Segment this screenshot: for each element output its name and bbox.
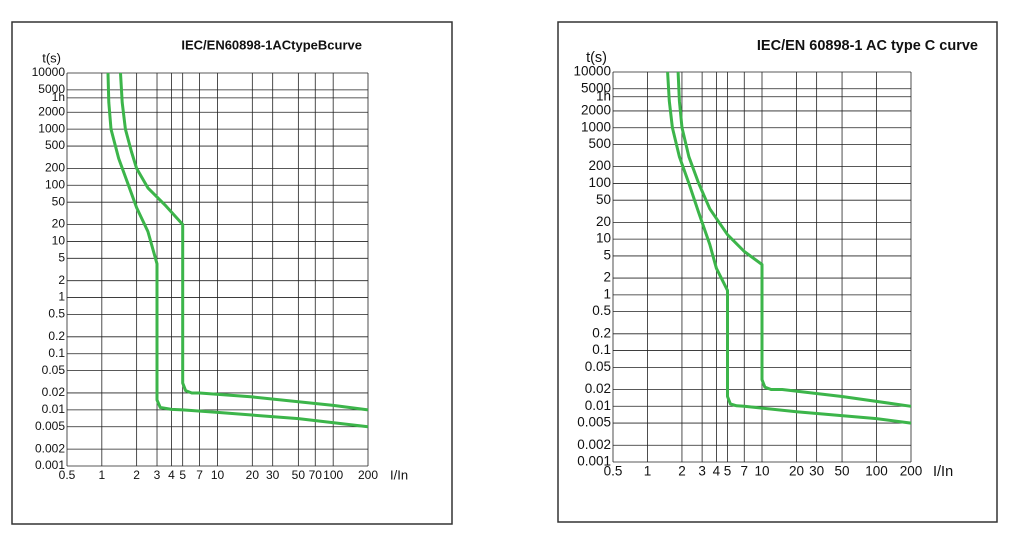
y-tick-label: 50 bbox=[52, 194, 66, 208]
x-tick-label: 4 bbox=[713, 464, 721, 479]
y-tick-label: 2000 bbox=[38, 104, 65, 118]
y-tick-label: 0.2 bbox=[48, 329, 65, 343]
y-tick-label: 500 bbox=[588, 136, 611, 151]
y-tick-label: 1000 bbox=[38, 121, 65, 135]
x-axis-label: I/In bbox=[390, 467, 408, 482]
y-tick-label: 0.005 bbox=[35, 419, 65, 433]
x-tick-label: 50 bbox=[835, 464, 850, 479]
y-tick-label: 0.05 bbox=[42, 363, 66, 377]
y-tick-label: 0.5 bbox=[592, 303, 611, 318]
x-tick-label: 4 bbox=[168, 468, 175, 482]
y-tick-label: 2000 bbox=[581, 103, 611, 118]
y-tick-label: 0.02 bbox=[585, 381, 611, 396]
y-tick-label: 5000 bbox=[581, 80, 611, 95]
x-tick-label: 70 bbox=[309, 468, 323, 482]
y-tick-label: 0.2 bbox=[592, 325, 611, 340]
x-tick-label: 50 bbox=[292, 468, 306, 482]
y-tick-label: 10000 bbox=[573, 64, 611, 79]
x-tick-label: 200 bbox=[900, 464, 923, 479]
y-tick-label: 200 bbox=[45, 161, 65, 175]
y-axis-label: t(s) bbox=[42, 50, 61, 65]
frame bbox=[557, 21, 998, 523]
y-tick-label: 1 bbox=[603, 286, 611, 301]
y-tick-label: 0.001 bbox=[577, 454, 611, 469]
x-axis-label: I/In bbox=[933, 464, 953, 480]
y-tick-label: 5 bbox=[58, 251, 65, 265]
y-tick-label: 1000 bbox=[581, 119, 611, 134]
y-tick-label: 5000 bbox=[38, 82, 65, 96]
chart-title: IEC/EN60898-1ACtypeBcurve bbox=[181, 37, 362, 52]
curve bbox=[119, 72, 369, 412]
y-tick-label: 5 bbox=[603, 247, 611, 262]
y-tick-label: 10 bbox=[52, 234, 66, 248]
y-tick-label: 0.02 bbox=[42, 385, 66, 399]
x-tick-label: 200 bbox=[358, 468, 378, 482]
x-tick-label: 30 bbox=[266, 468, 280, 482]
x-tick-label: 1 bbox=[644, 464, 652, 479]
y-tick-label: 0.002 bbox=[35, 441, 65, 455]
y-tick-label: 0.01 bbox=[42, 402, 66, 416]
y-tick-label: 10000 bbox=[32, 65, 66, 79]
y-tick-label: 100 bbox=[588, 175, 611, 190]
x-tick-label: 3 bbox=[154, 468, 161, 482]
x-tick-label: 5 bbox=[179, 468, 186, 482]
y-tick-label: 0.5 bbox=[48, 307, 65, 321]
y-tick-label: 20 bbox=[52, 217, 66, 231]
curve bbox=[676, 71, 912, 408]
x-tick-label: 10 bbox=[754, 464, 769, 479]
x-tick-label: 7 bbox=[196, 468, 203, 482]
y-tick-label: 2 bbox=[58, 273, 65, 287]
y-tick-label: 0.01 bbox=[585, 398, 611, 413]
chart-title: IEC/EN 60898-1 AC type C curve bbox=[757, 38, 978, 54]
x-tick-label: 10 bbox=[211, 468, 225, 482]
x-tick-label: 0.5 bbox=[604, 464, 623, 479]
x-tick-label: 20 bbox=[789, 464, 804, 479]
x-tick-label: 2 bbox=[133, 468, 140, 482]
x-tick-label: 2 bbox=[678, 464, 686, 479]
x-tick-label: 7 bbox=[741, 464, 749, 479]
y-tick-label: 0.1 bbox=[592, 342, 611, 357]
y-tick-label: 1 bbox=[58, 290, 65, 304]
y-tick-label: 0.005 bbox=[577, 415, 611, 430]
curve bbox=[666, 71, 912, 425]
y-tick-label: 1h bbox=[52, 90, 65, 104]
y-tick-label: 0.05 bbox=[585, 359, 611, 374]
x-tick-label: 100 bbox=[865, 464, 888, 479]
y-tick-label: 2 bbox=[603, 270, 611, 285]
y-tick-label: 20 bbox=[596, 214, 611, 229]
y-tick-label: 0.1 bbox=[48, 346, 65, 360]
x-tick-label: 30 bbox=[809, 464, 824, 479]
x-tick-label: 5 bbox=[724, 464, 732, 479]
y-tick-label: 500 bbox=[45, 138, 65, 152]
x-tick-label: 100 bbox=[323, 468, 343, 482]
x-tick-label: 0.5 bbox=[59, 468, 76, 482]
y-tick-label: 200 bbox=[588, 158, 611, 173]
x-tick-label: 20 bbox=[246, 468, 260, 482]
y-tick-label: 10 bbox=[596, 231, 611, 246]
y-tick-label: 100 bbox=[45, 177, 65, 191]
y-tick-label: 50 bbox=[596, 192, 611, 207]
y-tick-label: 0.001 bbox=[35, 458, 65, 472]
frame bbox=[11, 21, 453, 525]
y-tick-label: 0.002 bbox=[577, 437, 611, 452]
x-tick-label: 3 bbox=[698, 464, 706, 479]
x-tick-label: 1 bbox=[98, 468, 105, 482]
y-tick-label: 1h bbox=[596, 88, 611, 103]
curve bbox=[106, 72, 369, 429]
y-axis-label: t(s) bbox=[586, 50, 607, 66]
